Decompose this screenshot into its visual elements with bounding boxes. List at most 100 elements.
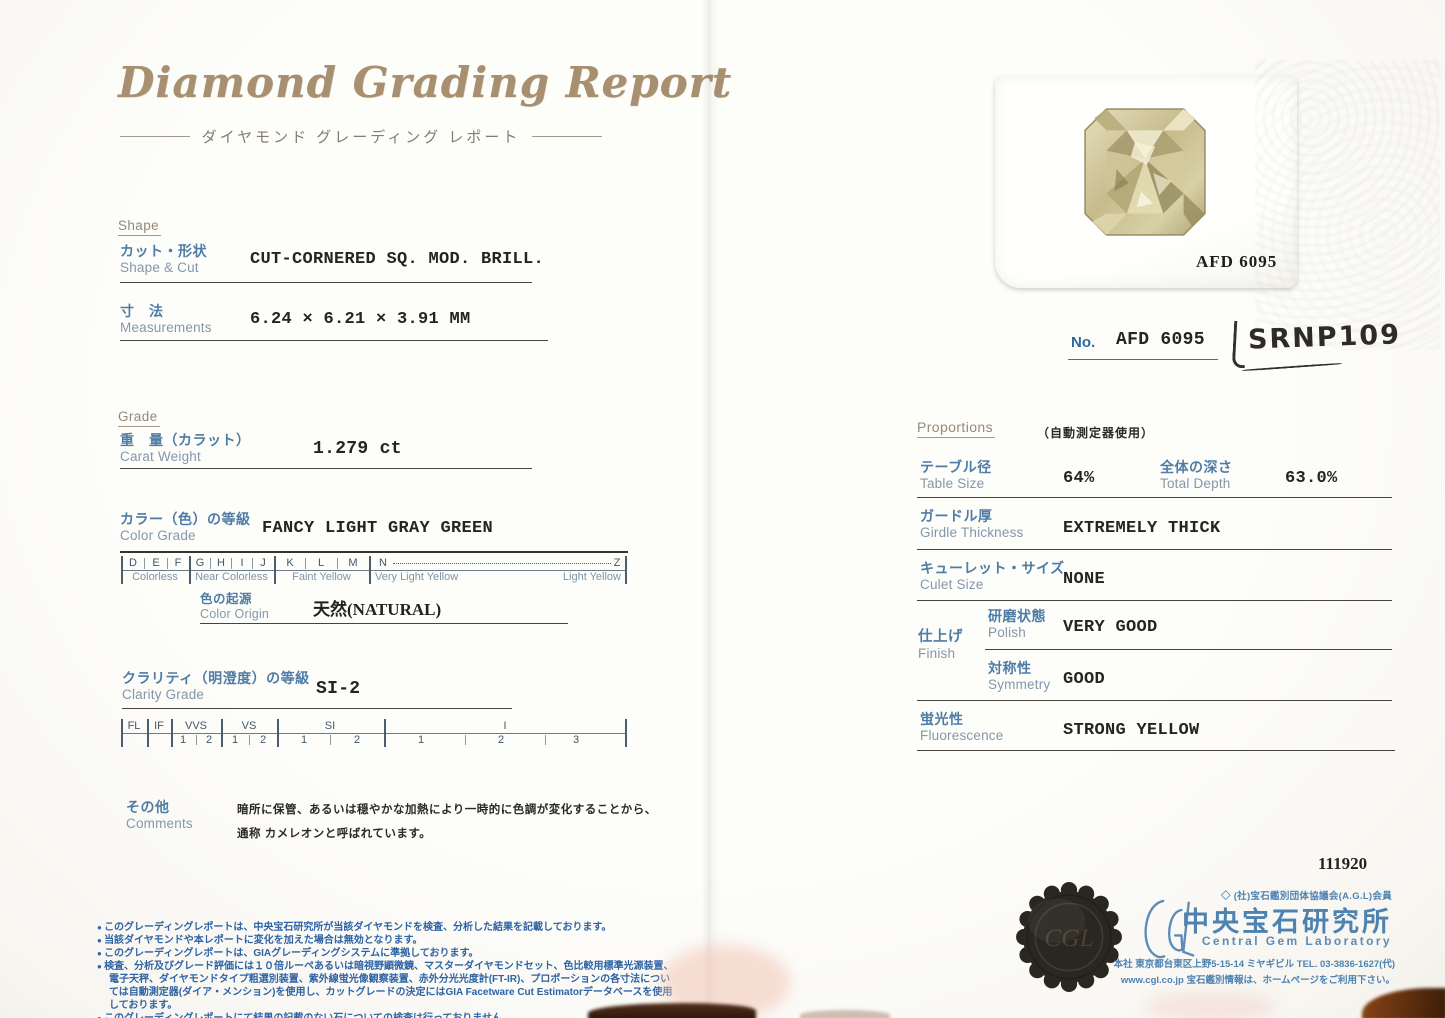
clarity-grade-underline	[122, 708, 512, 709]
cgl-logo-icon	[1144, 899, 1195, 959]
scale-tick-minor	[210, 558, 211, 569]
fluorescence-value: STRONG YELLOW	[1063, 721, 1200, 740]
girdle-thickness-label: ガードル厚 Girdle Thickness	[920, 508, 1024, 540]
lab-membership-line: ◇ (社)宝石鑑別団体協議会(A.G.L)会員	[1221, 888, 1392, 902]
clarity-scale: FL IF VVS VS SI I 1 2 1 2 1 2 1 2 3	[121, 719, 627, 747]
scale-tick	[625, 556, 627, 584]
color-origin-label: 色の起源 Color Origin	[200, 592, 270, 621]
polish-value: VERY GOOD	[1063, 618, 1158, 637]
fluorescence-underline	[917, 750, 1395, 751]
plastic-crinkle-texture	[1255, 60, 1440, 350]
measurements-underline	[120, 340, 548, 341]
subtitle-dash-right	[532, 136, 602, 137]
finger-shadow	[1145, 992, 1275, 1018]
clarity-number: 1	[231, 734, 239, 746]
lab-name-jp: 中央宝石研究所	[1182, 907, 1392, 937]
scale-tick-minor	[144, 558, 145, 569]
color-letter: E	[152, 557, 160, 569]
measurements-label: 寸 法 Measurements	[120, 303, 212, 335]
scale-tick-minor	[252, 558, 253, 569]
clarity-number: 2	[205, 734, 213, 746]
subtitle-dash-left	[120, 136, 190, 137]
handwritten-underline	[1242, 362, 1342, 372]
page-subtitle: ダイヤモンド グレーディング レポート	[120, 126, 602, 147]
shape-section-header: Shape	[118, 218, 162, 236]
footnote-item: 検査、分析及びグレード評価には１０倍ルーペあるいは暗視野顕微鏡、マスターダイヤモ…	[97, 960, 675, 1012]
color-scale: D E F G H I J K L M N Z Colorless Near C…	[121, 556, 627, 584]
color-letter: G	[195, 557, 205, 569]
footnote-item: このグレーディングレポートは、中央宝石研究所が当該ダイヤモンドを検査、分析した結…	[97, 921, 675, 934]
footnote-item: このグレーディングレポートにて結果の記載のない石についての検査は行っておりません…	[97, 1012, 675, 1018]
scale-tick-sub	[249, 735, 250, 745]
finish-label: 仕上げ Finish	[918, 629, 963, 662]
scale-tick-minor	[305, 558, 306, 569]
fluorescence-label: 蛍光性 Fluorescence	[920, 711, 1004, 743]
clarity-number: 1	[179, 734, 187, 746]
table-surface-glimpse	[588, 1003, 756, 1018]
report-no-underline	[1068, 359, 1218, 360]
color-letter: M	[348, 557, 358, 569]
color-origin-underline	[200, 623, 568, 624]
clarity-grade-seg: VVS	[184, 720, 208, 732]
scale-tick-minor	[337, 558, 338, 569]
scale-tick	[274, 556, 276, 584]
clarity-number: 2	[497, 734, 505, 746]
comments-text: 暗所に保管、あるいは穏やかな加熱により一時的に色調が変化することから、 通称 カ…	[237, 798, 657, 846]
proportions-section-header: Proportions	[917, 419, 995, 438]
clarity-grade-seg: FL	[127, 720, 141, 732]
color-grade-value: FANCY LIGHT GRAY GREEN	[262, 519, 494, 538]
scale-tick	[369, 556, 371, 584]
clarity-grade-seg: SI	[324, 720, 336, 732]
clarity-number: 1	[300, 734, 308, 746]
clarity-number: 2	[259, 734, 267, 746]
gem-icon: ◇	[1220, 891, 1231, 902]
measurements-value: 6.24 × 6.21 × 3.91 MM	[250, 310, 471, 329]
carat-weight-underline	[120, 468, 532, 469]
carat-weight-value: 1.279 ct	[313, 439, 402, 459]
color-grade-label: カラー（色）の等級 Color Grade	[120, 511, 251, 543]
scale-tick-minor	[167, 558, 168, 569]
clarity-grade-label: クラリティ（明澄度）の等級 Clarity Grade	[122, 670, 310, 702]
color-letter: I	[240, 557, 244, 569]
scale-tick	[147, 719, 149, 747]
scale-tick	[625, 719, 627, 747]
handwritten-bracket	[1231, 320, 1248, 369]
scale-tick-minor	[231, 558, 232, 569]
scale-tick	[189, 556, 191, 584]
total-depth-label: 全体の深さ Total Depth	[1160, 459, 1233, 491]
lab-web-line: www.cgl.co.jp 宝石鑑別情報は、ホームページをご利用下さい。	[1120, 975, 1395, 986]
color-range-label: Colorless	[132, 571, 178, 583]
lab-name-en: Central Gem Laboratory	[1201, 934, 1392, 948]
comments-label: その他 Comments	[126, 799, 193, 831]
footnotes: このグレーディングレポートは、中央宝石研究所が当該ダイヤモンドを検査、分析した結…	[97, 921, 675, 1018]
culet-size-label: キューレット・サイズ Culet Size	[920, 560, 1065, 592]
scale-tick	[277, 719, 279, 747]
table-depth-underline	[917, 497, 1392, 498]
clarity-number: 1	[417, 734, 425, 746]
color-scale-dotted-leader	[393, 563, 611, 564]
photo-caption: AFD 6095	[1196, 252, 1278, 271]
scale-tick	[121, 556, 123, 584]
color-letter: H	[217, 557, 225, 569]
table-size-value: 64%	[1063, 469, 1095, 488]
seal-monogram: CGL	[1044, 923, 1093, 952]
color-letter: K	[286, 557, 294, 569]
clarity-scale-midline	[121, 733, 627, 734]
scale-tick	[121, 719, 123, 747]
report-no-value: AFD 6095	[1116, 330, 1205, 350]
comments-line-2: 通称 カメレオンと呼ばれています。	[237, 828, 432, 841]
color-scale-midline	[121, 570, 627, 571]
scale-tick-sub	[465, 735, 466, 745]
footnote-item: このグレーディングレポートは、GIAグレーディングシステムに準拠しております。	[97, 947, 675, 960]
color-origin-value: 天然(NATURAL)	[313, 600, 442, 619]
polish-underline	[985, 649, 1392, 650]
scale-tick	[384, 719, 386, 747]
clarity-number: 2	[353, 734, 361, 746]
color-letter: F	[174, 557, 182, 569]
color-grade-underline	[120, 551, 628, 553]
scale-tick	[221, 719, 223, 747]
table-surface-glimpse	[800, 1010, 890, 1018]
shape-cut-value: CUT-CORNERED SQ. MOD. BRILL.	[250, 250, 545, 269]
